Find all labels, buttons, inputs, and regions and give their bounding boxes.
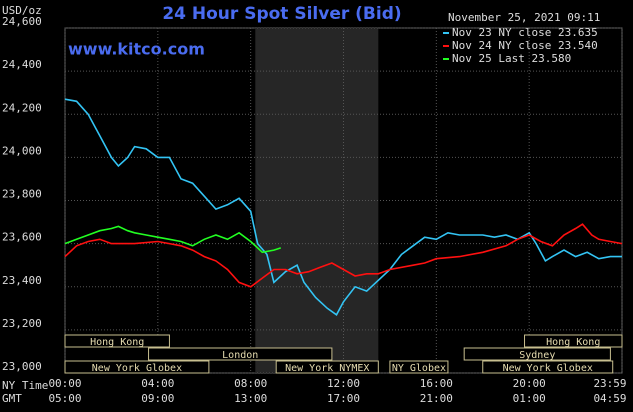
session-label: New York Globex bbox=[503, 363, 593, 374]
chart-title: 24 Hour Spot Silver (Bid) bbox=[162, 4, 401, 24]
session-bar bbox=[463, 347, 611, 361]
y-unit: USD/oz bbox=[2, 4, 42, 17]
x2-tick-label: 01:00 bbox=[513, 392, 546, 405]
session-label: Sydney bbox=[519, 350, 555, 361]
session-bar bbox=[148, 347, 333, 361]
x2-tick-label: 09:00 bbox=[141, 392, 174, 405]
x-tick-label: 12:00 bbox=[327, 377, 360, 390]
series-line bbox=[64, 98, 622, 316]
x2-tick-label: 21:00 bbox=[420, 392, 453, 405]
session-bar bbox=[64, 334, 170, 348]
session-bar bbox=[64, 360, 210, 374]
session-bar bbox=[275, 360, 379, 374]
x2-axis-label: GMT bbox=[2, 392, 22, 405]
x-axis-label: NY Time bbox=[2, 379, 48, 392]
x-tick-label: 04:00 bbox=[141, 377, 174, 390]
series-line bbox=[64, 223, 623, 288]
session-bar bbox=[389, 360, 449, 374]
website: www.kitco.com bbox=[68, 40, 205, 59]
x-tick-label: 08:00 bbox=[234, 377, 267, 390]
session-bar bbox=[482, 360, 614, 374]
x2-tick-label: 13:00 bbox=[234, 392, 267, 405]
legend-label: Nov 24 NY close 23.540 bbox=[452, 39, 598, 52]
session-label: New York Globex bbox=[92, 363, 182, 374]
legend-label: Nov 23 NY close 23.635 bbox=[452, 26, 598, 39]
x2-tick-label: 17:00 bbox=[327, 392, 360, 405]
x2-tick-label: 05:00 bbox=[48, 392, 81, 405]
y-tick-label: 23,800 bbox=[2, 188, 42, 201]
y-tick-label: 24,600 bbox=[2, 15, 42, 28]
session-label: NY Globex bbox=[392, 363, 446, 374]
y-tick-label: 24,400 bbox=[2, 58, 42, 71]
session-label: Hong Kong bbox=[546, 337, 600, 348]
y-tick-label: 24,200 bbox=[2, 101, 42, 114]
y-tick-label: 23,400 bbox=[2, 274, 42, 287]
timestamp: November 25, 2021 09:11 bbox=[448, 11, 600, 24]
session-bar bbox=[524, 334, 623, 348]
session-label: New York NYMEX bbox=[285, 363, 369, 374]
legend-label: Nov 25 Last 23.580 bbox=[452, 52, 571, 65]
x-tick-label: 20:00 bbox=[513, 377, 546, 390]
series-line bbox=[64, 225, 282, 254]
session-label: London bbox=[222, 350, 258, 361]
y-tick-label: 23,000 bbox=[2, 360, 42, 373]
x-tick-label: 23:59 bbox=[593, 377, 626, 390]
session-label: Hong Kong bbox=[90, 337, 144, 348]
x-tick-label: 00:00 bbox=[48, 377, 81, 390]
x2-tick-label: 04:59 bbox=[593, 392, 626, 405]
y-tick-label: 24,000 bbox=[2, 144, 42, 157]
y-tick-label: 23,200 bbox=[2, 317, 42, 330]
y-tick-label: 23,600 bbox=[2, 231, 42, 244]
x-tick-label: 16:00 bbox=[420, 377, 453, 390]
